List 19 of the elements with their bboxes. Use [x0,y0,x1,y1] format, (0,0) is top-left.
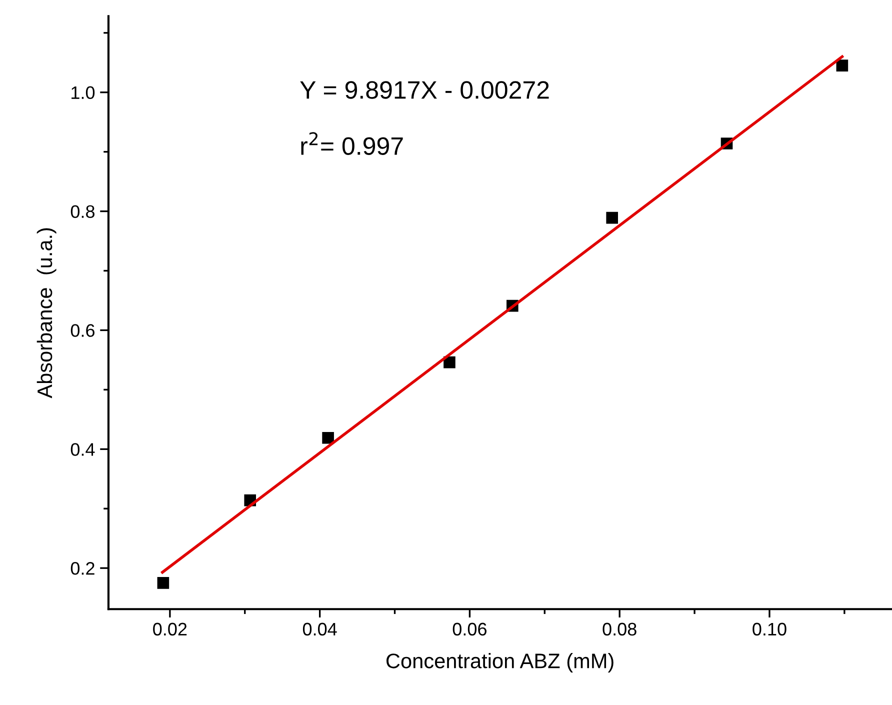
y-axis-title: Absorbance (u.a.) [36,228,56,398]
x-tick-label: 0.02 [153,622,187,636]
y-tick-label: 0.4 [70,443,95,456]
annotation: r$^{2}$= 0.997 [301,132,403,155]
annotation: Y = 9.8917X - 0.00272 [300,81,549,99]
point [606,212,618,224]
point [322,432,334,444]
y-tick-label: 0.6 [70,324,94,337]
y-tick-label: 1.0 [72,86,95,100]
x-tick-label: 0.06 [452,622,486,636]
y-tick-label: 0.8 [70,205,94,218]
point [444,356,456,368]
x-tick-label: 0.04 [302,622,337,636]
x-tick-label: 0.10 [752,622,786,636]
x-axis-title: Concentration ABZ (mM) [386,653,614,672]
point [836,60,848,72]
y-tick-label: 0.2 [70,562,94,575]
point [157,577,170,589]
x-tick-label: 0.08 [602,622,636,636]
